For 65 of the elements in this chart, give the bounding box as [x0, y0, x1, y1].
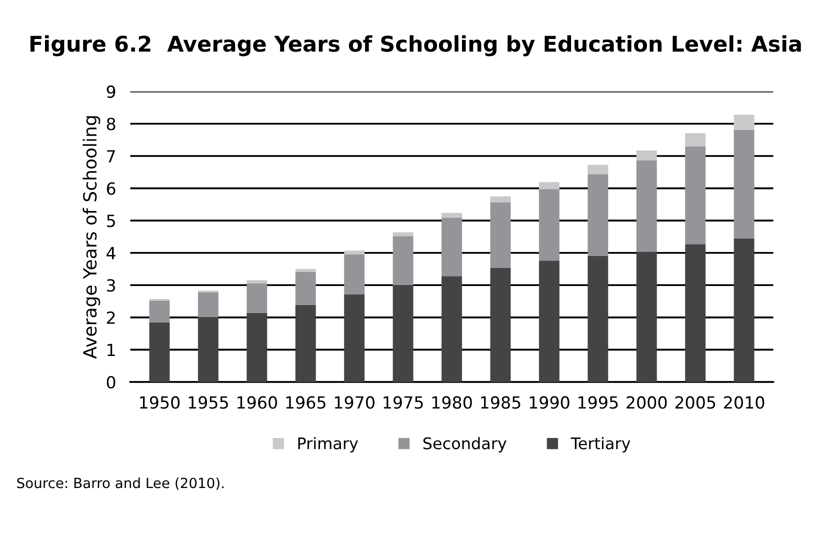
bar	[198, 317, 218, 382]
bar	[588, 164, 608, 174]
bar	[246, 312, 268, 382]
x-tick-label: 1950	[140, 396, 180, 409]
x-tick-label: 1970	[334, 396, 374, 409]
y-tick-label: 3	[107, 279, 116, 292]
y-tick-label: 9	[106, 85, 116, 98]
x-tick-label: 1990	[530, 396, 570, 409]
y-tick-label: 0	[106, 376, 116, 389]
y-tick-label: 5	[107, 214, 115, 228]
legend-label: Primary	[298, 437, 358, 452]
x-tick-label: 1960	[238, 396, 278, 409]
bar	[295, 272, 316, 305]
x-tick-label: 1965	[286, 396, 326, 409]
y-tick-label: 6	[106, 182, 116, 195]
bar	[588, 256, 608, 382]
bar	[538, 182, 560, 190]
bar	[538, 260, 560, 382]
bar	[490, 196, 511, 203]
source-note: Source: Barro and Lee (2010).	[17, 477, 224, 490]
bar	[442, 276, 462, 382]
bar	[734, 130, 754, 238]
bar	[149, 300, 170, 322]
bar	[685, 146, 706, 244]
bar	[344, 294, 365, 382]
bar	[344, 254, 365, 294]
x-tick-label: 2010	[724, 396, 764, 409]
y-tick-label: 7	[107, 150, 115, 162]
legend-label: Secondary	[423, 437, 506, 452]
chart-title: Figure 6.2 Average Years of Schooling by Education Level: Asia	[30, 35, 801, 56]
bar	[344, 250, 365, 254]
bar	[588, 174, 608, 256]
legend-label: Tertiary	[570, 437, 630, 452]
y-tick-label: 2	[106, 311, 115, 324]
bar	[734, 238, 754, 382]
bar	[246, 283, 268, 313]
x-tick-label: 1955	[188, 396, 228, 409]
x-tick-label: 1980	[432, 396, 472, 409]
x-tick-label: 1975	[384, 396, 423, 409]
bar	[392, 232, 414, 236]
bar	[636, 150, 657, 161]
bar	[149, 322, 170, 382]
bar	[392, 236, 414, 286]
bar	[636, 252, 657, 382]
x-tick-label: 1995	[578, 396, 618, 409]
bar	[295, 304, 316, 382]
bar	[490, 268, 511, 382]
y-tick-label: 1	[108, 344, 115, 356]
bar	[442, 218, 462, 276]
bar	[295, 269, 316, 272]
bar	[392, 285, 414, 382]
x-tick-label: 2005	[675, 396, 716, 409]
bar	[636, 160, 657, 252]
bar	[198, 292, 218, 318]
bar	[538, 189, 560, 261]
y-tick-label: 8	[106, 118, 116, 130]
x-tick-label: 1985	[481, 396, 520, 409]
bar	[685, 133, 706, 146]
bar	[685, 244, 706, 382]
y-tick-label: 4	[106, 247, 116, 260]
bar	[734, 114, 754, 130]
y-axis-title: Average Years of Schooling	[82, 116, 100, 359]
bar	[490, 202, 511, 268]
bar	[442, 212, 462, 218]
x-tick-label: 2000	[626, 396, 667, 409]
